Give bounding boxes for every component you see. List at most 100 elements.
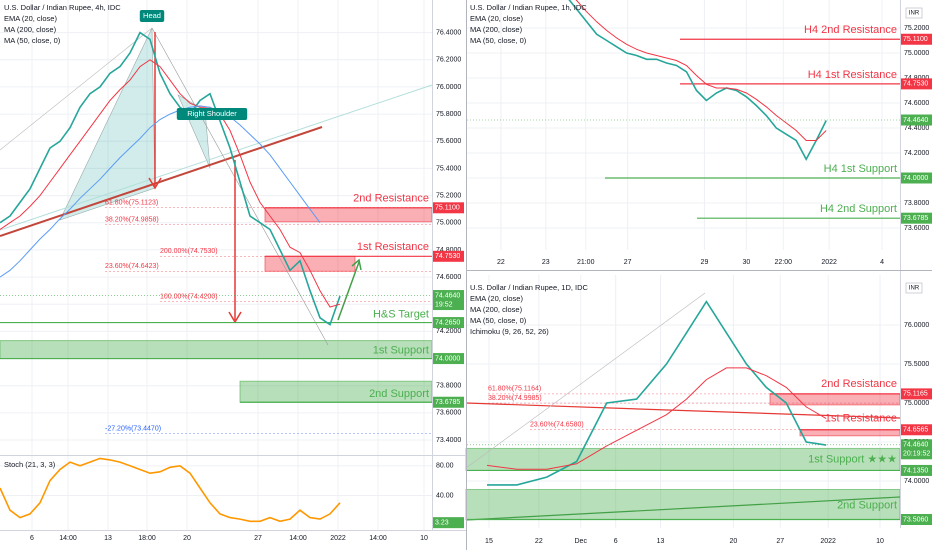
price-tag [433, 290, 464, 311]
series-line [486, 367, 827, 470]
level-label: 2nd Resistance [353, 193, 429, 205]
currency-box [905, 7, 923, 19]
y-tick-label: 80.00 [436, 463, 454, 470]
price-tag [901, 114, 932, 126]
x-tick-label: 18:00 [138, 535, 156, 542]
y-tick-label: 74.6000 [436, 274, 461, 281]
price-tag-label: 75.1165 [903, 391, 928, 398]
x-tick-label: 4 [880, 259, 884, 266]
level-label: 2nd Support [369, 388, 429, 400]
legend-item: MA (50, close, 0) [470, 316, 527, 325]
y-tick-label: 74.2000 [436, 328, 461, 335]
series-line [568, 0, 827, 162]
price-tag-label: 74.4640 [435, 292, 460, 299]
legend-title: U.S. Dollar / Indian Rupee, 1h, IDC [470, 3, 587, 12]
price-tag-label: 74.7530 [903, 81, 928, 88]
zone [264, 207, 433, 223]
level-label: 2nd Resistance [821, 378, 897, 390]
fib-label: -27.20%(73.4470) [105, 426, 161, 433]
legend-item: EMA (20, close) [470, 294, 523, 303]
level-label: 2nd Support [837, 499, 897, 511]
y-tick-label: 73.8000 [904, 200, 929, 207]
x-tick-label: 6 [614, 538, 618, 545]
trend-line [151, 27, 329, 346]
series-line [0, 59, 341, 308]
currency: INR [909, 286, 920, 292]
x-tick-label: 15 [485, 538, 493, 545]
legend-item: MA (200, close) [4, 25, 57, 34]
y-tick-label: 74.2000 [904, 150, 929, 157]
x-tick-label: 27 [624, 259, 632, 266]
series-line [575, 0, 827, 141]
y-tick-label: 73.4000 [436, 437, 461, 444]
price-tag-label: 75.1100 [903, 36, 928, 43]
price-tag [901, 172, 932, 184]
x-tick-label: 23 [542, 259, 550, 266]
x-tick-label: 22:00 [775, 259, 793, 266]
x-tick-label: 14:00 [289, 535, 307, 542]
trend-line [0, 27, 153, 151]
trend-line [465, 496, 901, 521]
y-tick-label: 74.0000 [904, 478, 929, 485]
x-tick-label: 21:00 [577, 259, 595, 266]
price-tag [901, 78, 932, 90]
level-label: H4 1st Resistance [808, 69, 897, 81]
level-label: 1st Support ★★★ [808, 453, 897, 465]
trend-line [0, 84, 433, 231]
arrow-head [148, 177, 162, 190]
price-tag-label: 74.1350 [903, 467, 928, 474]
fib-label: 23.60%(74.6423) [105, 263, 159, 270]
zone [0, 340, 433, 360]
price-tag [901, 388, 932, 400]
fib-label: 61.80%(75.1123) [105, 199, 158, 206]
level-label: 1st Resistance [357, 241, 429, 253]
fib-label: 61.80%(75.1164) [488, 386, 541, 393]
x-tick-label: 22 [535, 538, 543, 545]
price-tag [901, 439, 932, 460]
x-tick-label: 13 [657, 538, 665, 545]
level-label: H4 2nd Support [820, 203, 897, 215]
price-tag [433, 396, 464, 408]
y-tick-label: 74.6000 [904, 100, 929, 107]
level-label: 1st Resistance [825, 413, 897, 425]
price-tag [433, 353, 464, 365]
price-tag-label: 74.0000 [903, 175, 928, 182]
series-line [0, 31, 341, 326]
legend-title: Stoch (21, 3, 3) [4, 460, 56, 469]
x-tick-label: 29 [701, 259, 709, 266]
currency: INR [909, 11, 920, 17]
y-tick-label: 75.8000 [436, 111, 461, 118]
x-tick-label: 27 [776, 538, 784, 545]
fib-label: 23.60%(74.6580) [530, 421, 584, 428]
price-tag-label: 74.7530 [435, 253, 460, 260]
y-tick-label: 73.8000 [436, 383, 461, 390]
y-tick-label: 75.0000 [904, 50, 929, 57]
price-tag-label: 74.6565 [903, 427, 928, 434]
price-tag-label: 73.6785 [435, 399, 460, 406]
arrow [337, 261, 360, 321]
y-tick-label: 75.2000 [436, 192, 461, 199]
y-tick-label: 75.0000 [904, 400, 929, 407]
annotation-box [139, 10, 165, 22]
y-tick-label: 73.6000 [904, 225, 929, 232]
price-tag [433, 317, 464, 329]
x-tick-label: 14:00 [59, 535, 77, 542]
x-tick-label: 6 [30, 535, 34, 542]
level-label: H4 1st Support [824, 163, 897, 175]
legend-item: MA (50, close, 0) [4, 36, 61, 45]
legend-item: MA (50, close, 0) [470, 36, 527, 45]
price-tag [901, 212, 932, 224]
y-tick-label: 76.0000 [904, 322, 929, 329]
legend-item: Ichimoku (9, 26, 52, 26) [470, 327, 549, 336]
trend-line [465, 402, 901, 419]
price-tag-label: 74.4640 [903, 442, 928, 449]
price-tag [433, 250, 464, 262]
y-tick-label: 75.6000 [436, 138, 461, 145]
zone [799, 429, 901, 437]
price-tag-label: 74.0000 [435, 355, 460, 362]
x-tick-label: 2022 [820, 538, 836, 545]
x-tick-label: 2022 [330, 535, 346, 542]
x-tick-label: 27 [254, 535, 262, 542]
x-tick-label: Dec [575, 538, 588, 545]
